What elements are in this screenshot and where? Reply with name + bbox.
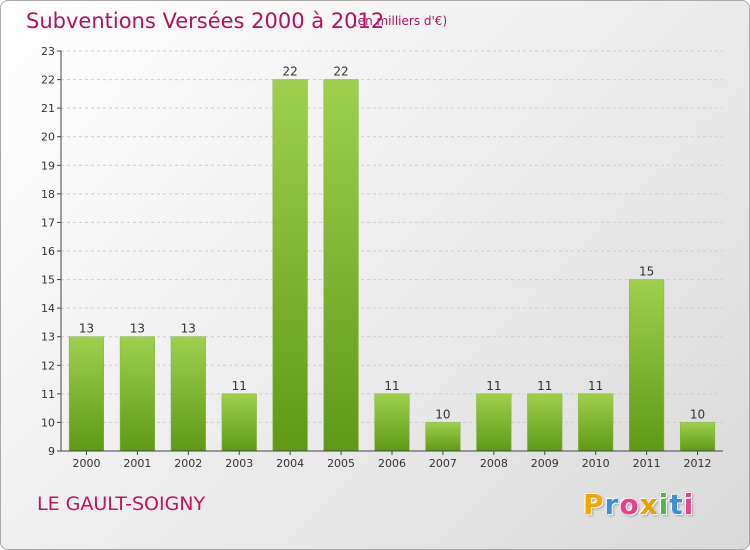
y-tick-label: 21 [41,102,55,115]
bar-2004 [272,79,308,452]
y-tick-label: 18 [41,188,55,201]
x-tick-label-2003: 2003 [225,457,253,470]
y-tick-label: 14 [41,302,55,315]
data-label-2008: 11 [486,379,501,393]
y-tick-label: 17 [41,216,55,229]
x-tick-label-2012: 2012 [684,457,712,470]
y-tick-label: 23 [41,45,55,58]
data-label-2009: 11 [537,379,552,393]
logo-letter: i [658,488,670,521]
bar-2012 [679,422,716,452]
x-tick-label-2010: 2010 [582,457,610,470]
bar-2000 [68,336,105,452]
y-tick-label: 13 [41,331,55,344]
y-tick-label: 11 [41,388,55,401]
proxiti-logo: Proxiti [583,488,694,521]
x-tick-label-2005: 2005 [327,457,355,470]
logo-letter: i [683,488,695,521]
logo-letter: o [619,488,640,521]
data-label-2007: 10 [435,407,450,421]
y-tick-label: 9 [48,445,55,458]
bar-2002 [170,336,206,452]
x-tick-label-2011: 2011 [633,457,661,470]
axes [57,50,723,455]
bar-2001 [119,336,155,452]
data-label-2005: 22 [333,65,348,79]
y-tick-label: 19 [41,159,55,172]
x-tick-label-2009: 2009 [531,457,559,470]
data-label-2003: 11 [232,379,247,393]
y-tick-label: 20 [41,131,55,144]
y-tick-label: 10 [41,416,55,429]
bar-2003 [221,393,257,452]
commune-name: LE GAULT-SOIGNY [37,493,206,515]
data-label-2012: 10 [690,407,705,421]
data-label-2000: 13 [79,322,94,336]
y-tick-label: 22 [41,74,55,87]
bar-2008 [476,393,512,452]
x-tick-label-2002: 2002 [174,457,202,470]
x-tick-label-2004: 2004 [276,457,304,470]
data-label-2006: 11 [384,379,399,393]
labels: 9 10 11 12 13 14 15 16 17 18 19 20 21 22 23 13 2000 13 200… [41,45,712,470]
x-tick-label-2006: 2006 [378,457,406,470]
x-tick-label-2008: 2008 [480,457,508,470]
logo-letter: P [583,488,605,521]
y-tick-label: 12 [41,359,55,372]
bar-2011 [629,279,665,452]
bar-2006 [374,393,410,452]
data-label-2002: 13 [181,322,196,336]
x-tick-label-2000: 2000 [72,457,100,470]
data-label-2001: 13 [130,322,145,336]
chart-title: Subventions Versées 2000 à 2012 [26,9,385,33]
bar-2007 [425,422,461,452]
y-tick-label: 16 [41,245,55,258]
data-label-2011: 15 [639,265,654,279]
x-tick-label-2001: 2001 [123,457,151,470]
data-label-2010: 11 [588,379,603,393]
x-tick-label-2007: 2007 [429,457,457,470]
y-tick-label: 15 [41,274,55,287]
logo-letter: r [604,488,620,521]
bar-2009 [527,393,563,452]
bar-2010 [578,393,614,452]
bar-2005 [323,79,359,452]
bars [68,79,716,452]
data-label-2004: 22 [283,65,298,79]
logo-letter: x [639,488,659,521]
logo-letter: t [669,488,684,521]
chart-unit: (en milliers d'€) [353,14,448,28]
